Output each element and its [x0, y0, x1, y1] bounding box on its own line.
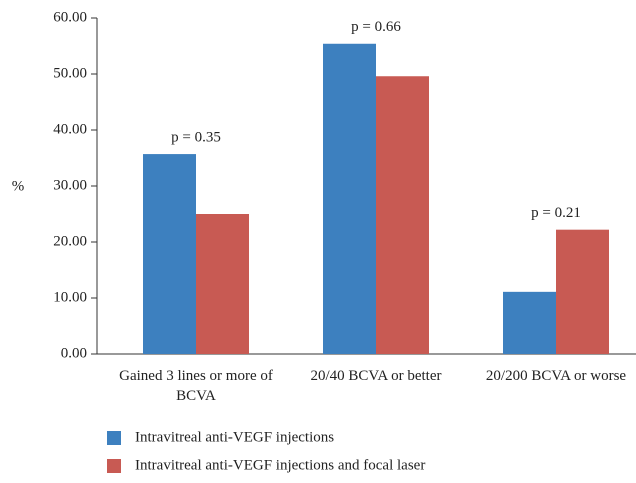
x-tick-label: 20/40 BCVA or better — [310, 368, 442, 384]
bar — [376, 76, 429, 355]
y-axis-label: % — [12, 178, 25, 194]
legend-label: Intravitreal anti-VEGF injections and fo… — [135, 457, 425, 473]
annotation: p = 0.66 — [351, 19, 401, 35]
bar — [556, 229, 609, 354]
legend-swatch — [107, 431, 121, 445]
bar — [143, 154, 196, 354]
annotation: p = 0.35 — [171, 130, 221, 146]
y-tick-label: 60.00 — [53, 9, 87, 25]
annotation: p = 0.21 — [531, 205, 581, 221]
legend-swatch — [107, 459, 121, 473]
y-tick-label: 20.00 — [53, 233, 87, 249]
y-tick-label: 50.00 — [53, 65, 87, 81]
legend-label: Intravitreal anti-VEGF injections — [135, 429, 334, 445]
bar — [503, 291, 556, 354]
y-tick-label: 0.00 — [61, 345, 87, 361]
bar — [323, 43, 376, 354]
x-tick-label: Gained 3 lines or more of BCVA — [119, 368, 273, 404]
y-tick-label: 10.00 — [53, 289, 87, 305]
x-tick-label: 20/200 BCVA or worse — [485, 368, 627, 384]
y-tick-label: 30.00 — [53, 177, 87, 193]
bar — [196, 214, 249, 354]
y-tick-label: 40.00 — [53, 121, 87, 137]
